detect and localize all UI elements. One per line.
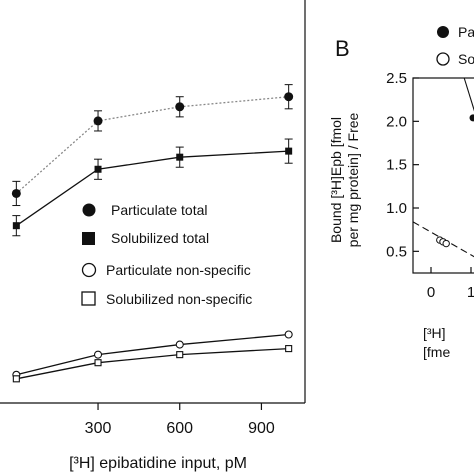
data-point-particulate-total-1 [93,116,103,126]
panel-b-plot-frame [412,77,474,274]
series-line-particulate-non-specific [16,333,289,376]
panel-b-x-axis-title-line-2: [fme [423,344,450,360]
series-line-solubilized-total [15,150,289,227]
data-point-solubilized-total-1 [94,165,102,173]
b-y-tick-label-2-5: 2.5 [386,70,407,87]
panel-a-markers [11,92,294,383]
data-point-solubilized-total-3 [285,147,293,155]
panel-a-series-lines [15,96,289,380]
panel-a-x-ticks: 300 600 900 [85,403,275,437]
data-point-solubilized-non-specific-2 [176,351,184,359]
b-fit-line-pa [463,77,474,112]
data-point-solubilized-total-0 [12,222,20,230]
x-tick-label-300: 300 [85,420,112,437]
panel-b: B Pa So 2.5 2.0 1.5 1.0 0.5 0 1 Bound [³H]Epb … [328,24,474,360]
panel-b-legend-marker-pa [437,26,449,38]
series-line-particulate-total [15,96,289,194]
data-point-particulate-non-specific-3 [284,330,293,339]
panel-b-ticks: 2.5 2.0 1.5 1.0 0.5 0 1 [386,70,474,301]
panel-a-legend: Particulate total Solubilized total Part… [81,202,252,307]
legend-label-solubilized-non-specific: Solubilized non-specific [106,291,252,307]
panel-b-legend-label-pa: Pa [458,24,474,40]
data-point-solubilized-non-specific-0 [12,375,20,383]
panel-b-legend-marker-so [436,52,450,66]
legend-label-solubilized-total: Solubilized total [111,230,209,246]
legend-label-particulate-non-specific: Particulate non-specific [106,262,251,278]
b-data-point-so-2 [442,239,450,248]
panel-b-legend-label-so: So [458,51,474,67]
b-y-tick-label-2: 2.0 [386,113,407,130]
data-point-particulate-total-3 [284,92,294,102]
b-x-tick-label-1: 1 [467,284,474,301]
data-point-particulate-non-specific-2 [175,340,184,349]
b-fit-line-so [412,221,474,258]
b-y-tick-label-0-5: 0.5 [386,243,407,260]
panel-b-y-axis-title-line-1: Bound [³H]Epb [fmol [328,117,344,243]
legend-marker-particulate-non-specific [81,262,97,278]
data-point-particulate-total-0 [11,188,21,198]
data-point-particulate-total-2 [175,102,185,112]
panel-a-x-axis-title: [³H] epibatidine input, pM [69,455,247,472]
legend-label-particulate-total: Particulate total [111,202,208,218]
b-y-tick-label-1: 1.0 [386,200,407,217]
panel-b-fit-lines [412,77,474,258]
data-point-solubilized-non-specific-3 [285,345,293,353]
x-tick-label-600: 600 [166,420,193,437]
b-x-tick-label-0: 0 [427,284,435,301]
legend-marker-solubilized-total [82,232,95,245]
data-point-solubilized-total-2 [176,153,184,161]
series-line-solubilized-non-specific [16,347,289,380]
panel-b-markers [436,114,474,248]
panel-b-y-axis-title: Bound [³H]Epb [fmol per mg protein] / Fr… [328,112,361,247]
panel-a: 300 600 900 [³H] epibatidine input, pM Par… [0,0,306,472]
b-data-point-pa-0 [469,114,474,122]
legend-marker-particulate-total [82,203,96,217]
legend-marker-solubilized-non-specific-box [81,291,96,306]
panel-b-letter: B [335,36,350,61]
data-point-particulate-non-specific-1 [93,350,103,359]
b-y-tick-label-1-5: 1.5 [386,157,407,174]
panel-b-y-axis-title-line-2: per mg protein] / Free [345,112,361,247]
x-tick-label-900: 900 [248,420,275,437]
panel-b-x-axis-title-line-1: [³H] [423,325,446,341]
data-point-solubilized-non-specific-1 [94,359,102,367]
